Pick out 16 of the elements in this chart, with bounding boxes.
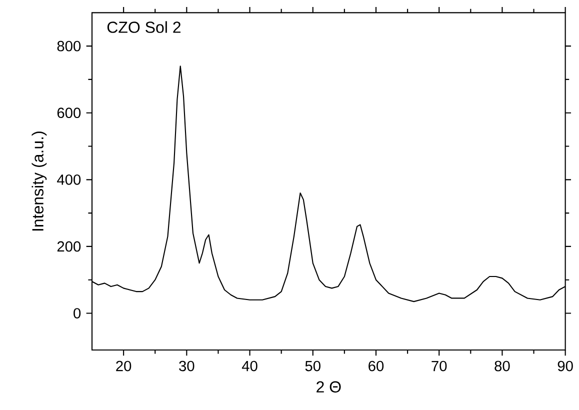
x-tick-label: 80: [494, 360, 510, 372]
y-tick-label: 200: [57, 241, 81, 252]
x-tick-label: 60: [368, 360, 384, 372]
x-tick-label: 90: [558, 360, 573, 372]
annotation: CZO Sol 2: [107, 21, 180, 33]
y-tick-label: 800: [57, 40, 81, 52]
x-tick-label: 70: [432, 360, 447, 372]
y-tick-label: 0: [74, 308, 81, 318]
x-tick-label: 40: [242, 360, 258, 372]
y-tick-label: 400: [57, 174, 81, 185]
y-axis-title: Intensity (a.u.): [32, 132, 47, 231]
x-tick-label: 50: [305, 360, 320, 372]
x-tick-label: 30: [179, 360, 194, 372]
x-axis-title: 2 Θ: [316, 381, 341, 393]
x-tick-label: 20: [116, 360, 132, 372]
y-tick-label: 600: [57, 108, 81, 118]
